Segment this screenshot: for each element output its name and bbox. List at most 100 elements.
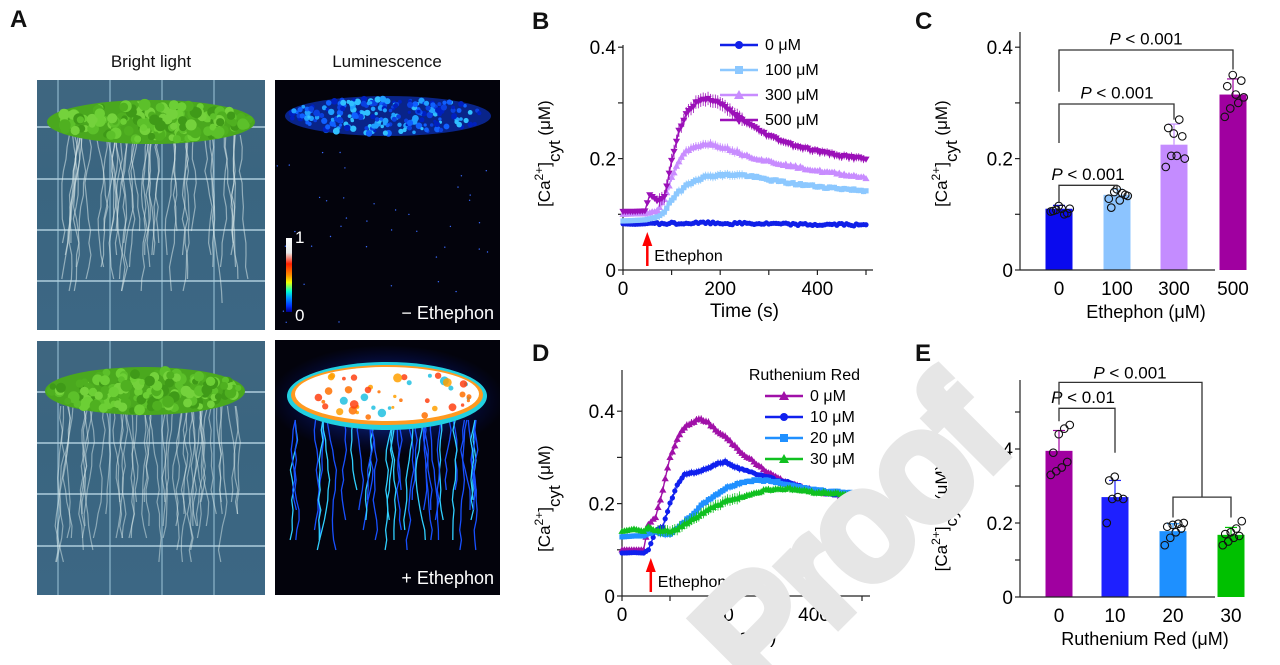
noise-dot — [394, 209, 397, 211]
signal-dot — [354, 98, 361, 106]
marker — [666, 200, 672, 206]
signal-dot — [330, 117, 335, 122]
root — [113, 134, 128, 280]
marker — [668, 173, 676, 180]
signal-dot — [434, 125, 441, 133]
leaf — [142, 392, 150, 399]
signal-dot — [420, 127, 424, 131]
data-point — [1059, 209, 1069, 219]
data-point — [1165, 533, 1175, 543]
root-signal — [356, 419, 365, 511]
signal-dot — [321, 117, 328, 124]
data-point — [1168, 520, 1178, 530]
noise-dot — [457, 186, 459, 188]
marker — [663, 183, 671, 190]
leaf — [114, 400, 122, 408]
leaf — [190, 107, 202, 119]
leaf — [94, 108, 105, 119]
root — [204, 134, 213, 256]
root — [55, 405, 65, 563]
data-point — [1057, 463, 1067, 472]
x-tick-label: 200 — [702, 605, 734, 626]
root-signal — [422, 419, 428, 511]
leaf — [220, 382, 229, 390]
data-point — [1237, 516, 1247, 526]
noise-dot — [343, 197, 345, 199]
root — [130, 405, 139, 503]
bar-group-20 — [1159, 518, 1189, 597]
marker — [735, 66, 743, 74]
marker — [689, 103, 698, 110]
root — [226, 405, 239, 515]
signal-dot — [340, 99, 347, 106]
marker — [669, 495, 675, 501]
panel-e-label: E — [915, 340, 932, 367]
signal-dot — [344, 124, 351, 132]
photo-luminescence-ethephon: + Ethephon — [275, 340, 500, 595]
noise-dot — [460, 175, 463, 177]
data-point — [1102, 518, 1112, 528]
leaf — [86, 113, 98, 125]
leaf — [102, 368, 111, 377]
hotspot — [393, 373, 403, 383]
hotspot — [350, 374, 358, 381]
leaf — [193, 371, 204, 382]
chart-b: 0 0.2 0.4 0 200 400 Time (s) [Ca2+]cyt (μM) Ethe… — [532, 37, 873, 322]
y-axis-label: [Ca2+]cyt (μM) — [532, 100, 564, 207]
panel-a-label: A — [10, 6, 28, 33]
noise-dot — [469, 194, 471, 196]
root — [115, 405, 124, 539]
hotspot — [349, 400, 359, 409]
leaf — [67, 110, 74, 117]
signal-dot — [325, 124, 331, 130]
bar — [1045, 450, 1073, 597]
leaf — [162, 395, 174, 408]
leaf — [216, 118, 225, 127]
hotspot — [460, 403, 465, 407]
root — [121, 134, 137, 292]
chart-d: 0 0.2 0.4 0 200 400 Time (s) [Ca2+]cyt (μM) Ethe… — [532, 367, 870, 648]
marker — [659, 486, 667, 493]
marker — [648, 541, 654, 547]
signal-dot — [419, 117, 425, 123]
root — [106, 134, 117, 280]
col-title-bright-light: Bright light — [110, 52, 192, 71]
root — [190, 134, 197, 232]
root — [219, 134, 228, 268]
data-point — [1225, 104, 1235, 113]
root — [144, 134, 153, 256]
marker — [672, 488, 678, 494]
signal-dot — [304, 106, 310, 112]
signal-dot — [451, 113, 457, 119]
signal-dot — [382, 121, 387, 126]
leaf — [107, 113, 118, 124]
signal-dot — [301, 104, 306, 109]
leaf — [237, 118, 249, 130]
leaf — [64, 397, 72, 405]
leaf — [134, 387, 143, 396]
signal-dot — [412, 101, 419, 108]
colorbar — [286, 238, 292, 312]
x-tick-label: 10 — [1104, 606, 1125, 627]
hotspot — [342, 376, 346, 381]
y-tick-label: 0.4 — [589, 402, 616, 423]
root-signal — [467, 419, 476, 501]
bar — [1101, 497, 1129, 597]
leaf — [149, 114, 160, 126]
signal-dot — [328, 108, 335, 116]
root-signal — [313, 419, 320, 531]
hotspot — [448, 403, 457, 412]
hotspot — [327, 373, 335, 381]
root — [115, 134, 126, 292]
series-0M — [620, 219, 869, 229]
root-signal — [317, 419, 324, 540]
data-point — [1160, 540, 1170, 550]
signal-dot — [438, 117, 442, 121]
leaf — [164, 378, 174, 388]
data-point — [1234, 531, 1244, 541]
root-signal — [350, 419, 358, 491]
marker — [696, 505, 702, 511]
seedlings-ethephon — [45, 366, 245, 563]
leaf — [168, 100, 179, 111]
data-point — [1123, 191, 1133, 201]
